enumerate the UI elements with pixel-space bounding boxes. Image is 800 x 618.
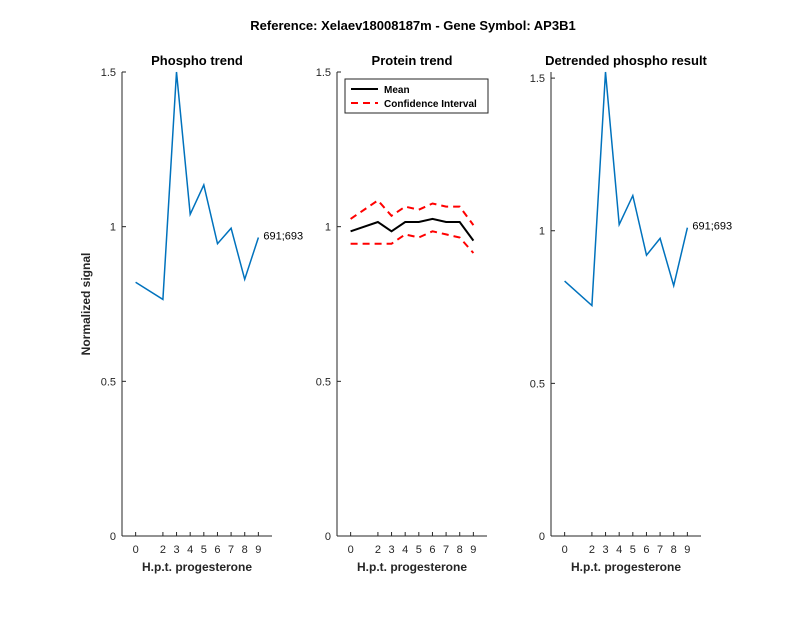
x-tick-label: 8 bbox=[671, 544, 677, 556]
x-tick-label: 2 bbox=[375, 544, 381, 556]
y-tick-label: 1.5 bbox=[316, 67, 331, 79]
ci-lower-line bbox=[350, 230, 475, 254]
legend: Mean Confidence Interval bbox=[344, 78, 489, 114]
x-tick-label: 0 bbox=[348, 544, 354, 556]
legend-ci-label: Confidence Interval bbox=[384, 99, 477, 110]
x-tick-label: 3 bbox=[602, 544, 608, 556]
x-tick-label: 4 bbox=[187, 544, 193, 556]
x-tick-label: 9 bbox=[470, 544, 476, 556]
figure-title: Reference: Xelaev18008187m - Gene Symbol… bbox=[250, 18, 575, 33]
x-tick-label: 7 bbox=[657, 544, 663, 556]
y-tick-label: 1 bbox=[110, 222, 116, 234]
x-tick-label: 6 bbox=[429, 544, 435, 556]
y-tick-label: 0.5 bbox=[530, 378, 545, 390]
panel-1: 0 0.5 1 1.5 0 2 3 4 5 6 7 8 9 Phospho trend H.p.t. pro… bbox=[79, 53, 303, 574]
x-axis-label: H.p.t. progesterone bbox=[571, 560, 681, 574]
panel-3: 0 0.5 1 1.5 0 2 3 4 5 6 7 8 9 Detrended phospho resul… bbox=[530, 53, 732, 574]
y-axis-label: Normalized signal bbox=[79, 253, 93, 356]
panel-title: Protein trend bbox=[372, 53, 453, 68]
x-tick-label: 7 bbox=[443, 544, 449, 556]
x-axis-label: H.p.t. progesterone bbox=[357, 560, 467, 574]
x-tick-label: 2 bbox=[160, 544, 166, 556]
x-tick-label: 4 bbox=[616, 544, 622, 556]
panel-title: Detrended phospho result bbox=[545, 53, 707, 68]
x-tick-label: 3 bbox=[173, 544, 179, 556]
y-tick-label: 0 bbox=[539, 531, 545, 543]
y-tick-label: 0 bbox=[325, 531, 331, 543]
x-tick-label: 0 bbox=[562, 544, 568, 556]
x-tick-label: 8 bbox=[457, 544, 463, 556]
ci-upper-line bbox=[350, 199, 475, 226]
y-tick-label: 1.5 bbox=[101, 67, 116, 79]
legend-mean-label: Mean bbox=[384, 85, 410, 96]
y-tick-label: 0.5 bbox=[101, 376, 116, 388]
x-tick-label: 5 bbox=[630, 544, 636, 556]
x-tick-label: 6 bbox=[643, 544, 649, 556]
y-tick-label: 1 bbox=[539, 226, 545, 238]
y-tick-label: 0.5 bbox=[316, 376, 331, 388]
x-tick-label: 4 bbox=[402, 544, 408, 556]
panel-title: Phospho trend bbox=[151, 53, 243, 68]
y-tick-label: 1 bbox=[325, 222, 331, 234]
x-tick-label: 0 bbox=[133, 544, 139, 556]
x-axis-label: H.p.t. progesterone bbox=[142, 560, 252, 574]
x-tick-label: 3 bbox=[388, 544, 394, 556]
x-tick-label: 5 bbox=[416, 544, 422, 556]
x-tick-label: 6 bbox=[214, 544, 220, 556]
panel-2: 0 0.5 1 1.5 0 2 3 4 5 6 7 8 9 Protein trend H.p.t. pro… bbox=[316, 53, 489, 574]
site-annotation: 691;693 bbox=[263, 230, 303, 242]
x-tick-label: 5 bbox=[201, 544, 207, 556]
x-tick-label: 9 bbox=[684, 544, 690, 556]
phospho-series-line bbox=[135, 71, 260, 301]
legend-box bbox=[344, 78, 489, 114]
x-tick-label: 8 bbox=[242, 544, 248, 556]
y-tick-label: 0 bbox=[110, 531, 116, 543]
phospho-series-line bbox=[564, 71, 689, 308]
site-annotation: 691;693 bbox=[692, 221, 732, 233]
x-tick-label: 9 bbox=[255, 544, 261, 556]
x-tick-label: 7 bbox=[228, 544, 234, 556]
x-tick-label: 2 bbox=[589, 544, 595, 556]
mean-line bbox=[350, 217, 475, 242]
y-tick-label: 1.5 bbox=[530, 73, 545, 85]
